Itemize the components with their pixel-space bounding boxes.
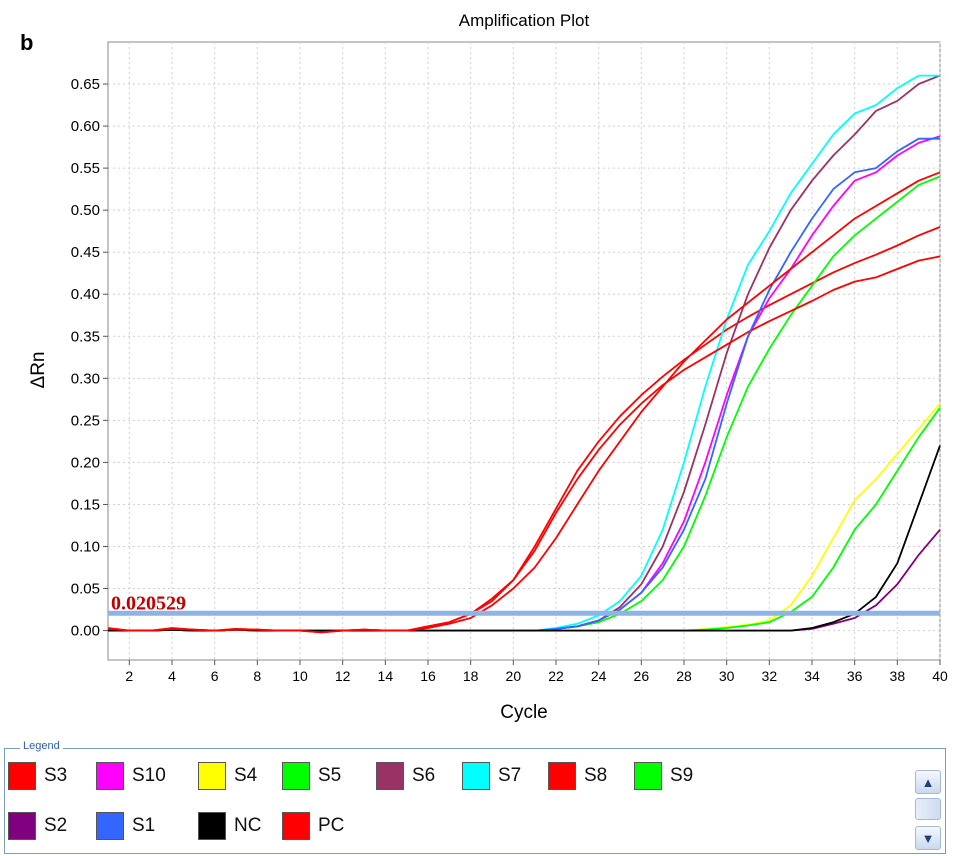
legend-swatch: [376, 762, 404, 790]
legend-label: S3: [44, 765, 68, 786]
y-tick-label: 0.60: [71, 118, 100, 135]
x-tick-label: 24: [591, 668, 607, 684]
legend-item-s9: S9: [634, 762, 693, 790]
legend-swatch: [634, 762, 662, 790]
legend-swatch: [282, 762, 310, 790]
x-tick-label: 2: [125, 668, 133, 684]
x-tick-label: 32: [762, 668, 778, 684]
x-tick-label: 12: [335, 668, 351, 684]
legend-label: PC: [318, 815, 345, 836]
legend-item-s2: S2: [8, 812, 67, 840]
legend-item-s10: S10: [96, 762, 166, 790]
x-tick-label: 40: [932, 668, 948, 684]
legend-item-s4: S4: [198, 762, 257, 790]
legend-swatch: [462, 762, 490, 790]
legend-item-s8: S8: [548, 762, 607, 790]
legend-label: S8: [584, 765, 608, 786]
legend-item-pc: PC: [282, 812, 344, 840]
legend-scroll-up-button[interactable]: ▲: [915, 770, 941, 794]
legend-panel: [4, 748, 946, 854]
chevron-up-icon: ▲: [921, 774, 935, 790]
y-tick-label: 0.00: [71, 623, 100, 640]
legend-scroll-thumb[interactable]: [915, 798, 941, 820]
legend-swatch: [198, 762, 226, 790]
legend-title: Legend: [20, 740, 63, 752]
legend-swatch: [198, 812, 226, 840]
y-tick-label: 0.25: [71, 412, 100, 429]
x-tick-label: 28: [676, 668, 692, 684]
y-tick-label: 0.45: [71, 244, 100, 261]
x-tick-label: 26: [634, 668, 650, 684]
panel-label: b: [20, 30, 34, 55]
legend-label: S2: [44, 815, 68, 836]
y-tick-label: 0.50: [71, 202, 100, 219]
legend-swatch: [96, 762, 124, 790]
y-tick-label: 0.30: [71, 370, 100, 387]
y-tick-label: 0.35: [71, 328, 100, 345]
y-tick-label: 0.05: [71, 581, 100, 598]
legend-item-s3: S3: [8, 762, 67, 790]
x-tick-label: 20: [506, 668, 522, 684]
x-tick-label: 16: [420, 668, 436, 684]
legend-item-s5: S5: [282, 762, 341, 790]
chart-title: Amplification Plot: [459, 11, 590, 30]
x-tick-label: 8: [253, 668, 261, 684]
amplification-chart: Amplification Plot 2 4 6 8 10 12 14 16 18 20 22 24 2…: [28, 11, 948, 723]
x-tick-label: 4: [168, 668, 176, 684]
legend-label: S4: [234, 765, 258, 786]
legend-scroll-down-button[interactable]: ▼: [915, 826, 941, 850]
x-tick-label: 30: [719, 668, 735, 684]
legend-swatch: [8, 762, 36, 790]
legend-label: S10: [132, 765, 166, 786]
legend-label: S1: [132, 815, 156, 836]
y-tick-label: 0.40: [71, 286, 100, 303]
plot-area: 2 4 6 8 10 12 14 16 18 20 22 24 26 28 30 32 34 36 38 400.00…: [71, 41, 948, 684]
x-tick-label: 38: [890, 668, 906, 684]
x-tick-label: 14: [378, 668, 394, 684]
series-line-pc: [107, 171, 941, 634]
legend-swatch: [282, 812, 310, 840]
y-tick-label: 0.15: [71, 496, 100, 513]
x-axis-label: Cycle: [500, 702, 548, 723]
legend-item-nc: NC: [198, 812, 261, 840]
legend-item-s6: S6: [376, 762, 435, 790]
y-tick-label: 0.20: [71, 454, 100, 471]
legend-label: S9: [670, 765, 694, 786]
y-tick-label: 0.55: [71, 160, 100, 177]
y-axis-label: ΔRn: [28, 352, 49, 389]
legend-swatch: [548, 762, 576, 790]
y-tick-label: 0.65: [71, 76, 100, 93]
x-tick-label: 36: [847, 668, 863, 684]
legend-label: S6: [412, 765, 436, 786]
legend-label: S5: [318, 765, 342, 786]
legend-swatch: [8, 812, 36, 840]
x-tick-label: 10: [292, 668, 308, 684]
x-tick-label: 34: [804, 668, 820, 684]
threshold-label: 0.020529: [111, 592, 186, 614]
legend-label: NC: [234, 815, 262, 836]
legend-item-s1: S1: [96, 812, 155, 840]
legend-swatch: [96, 812, 124, 840]
y-tick-label: 0.10: [71, 538, 100, 555]
chevron-down-icon: ▼: [921, 830, 935, 846]
x-tick-label: 22: [548, 668, 564, 684]
legend-item-s7: S7: [462, 762, 521, 790]
legend-label: S7: [498, 765, 522, 786]
x-tick-label: 6: [211, 668, 219, 684]
plot-frame: [107, 41, 941, 661]
x-tick-label: 18: [463, 668, 479, 684]
